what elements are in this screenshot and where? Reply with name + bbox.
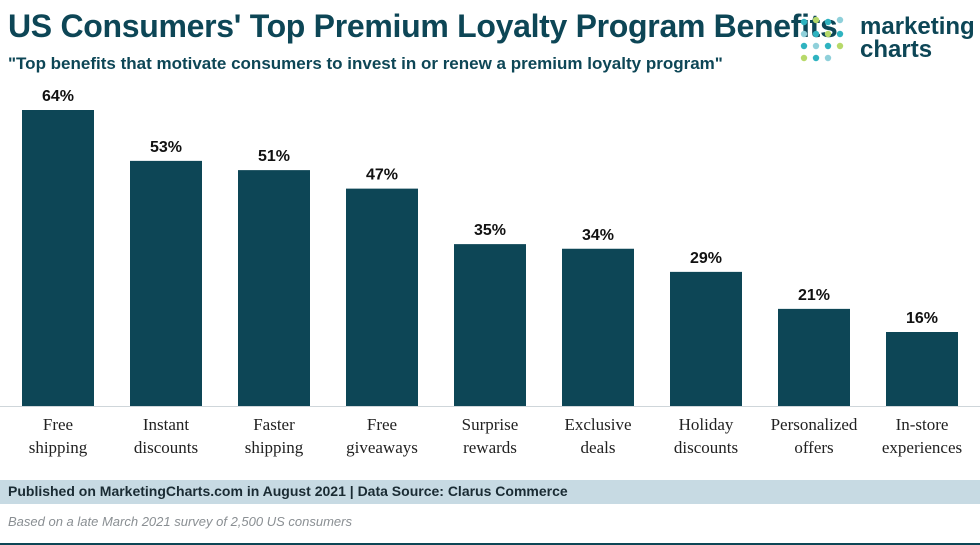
category-label-6: Holiday discounts [674,415,738,457]
logo-text-line1: marketing [860,13,975,40]
category-label-2: Faster shipping [245,415,304,457]
bar-0 [22,110,94,406]
value-label-5: 34% [582,227,614,244]
value-label-8: 16% [906,310,938,327]
bar-3 [346,188,418,406]
marketingcharts-logo: marketing charts [798,14,975,64]
logo-text: marketing charts [860,13,975,63]
category-label-0: Free shipping [29,415,88,457]
bar-4 [454,244,526,406]
value-label-4: 35% [474,222,506,239]
logo-text-line2: charts [860,36,933,63]
bar-1 [130,160,202,406]
category-label-7: Personalized offers [771,415,858,457]
value-label-3: 47% [366,167,398,184]
chart-subtitle: "Top benefits that motivate consumers to… [8,54,723,73]
value-label-6: 29% [690,250,722,267]
bottom-rule [0,543,980,545]
value-label-2: 51% [258,148,290,165]
value-label-0: 64% [42,88,74,105]
bar-2 [238,170,310,406]
category-label-5: Exclusive deals [564,415,631,457]
bar-6 [670,271,742,406]
category-label-1: Instant discounts [134,415,198,457]
category-label-4: Surprise rewards [462,415,519,457]
footer-source-bar: Published on MarketingCharts.com in Augu… [0,480,980,504]
category-label-8: In-store experiences [882,415,962,457]
footer-source: Published on MarketingCharts.com in Augu… [8,483,568,499]
category-label-3: Free giveaways [346,415,418,457]
bar-7 [778,308,850,406]
bar-5 [562,248,634,406]
logo-dots-icon [800,16,844,62]
value-label-1: 53% [150,139,182,156]
bar-chart: 64% Free shipping 53% Instant discounts 51% Fas… [0,88,980,457]
value-label-7: 21% [798,287,830,304]
chart-title: US Consumers' Top Premium Loyalty Progra… [8,8,838,44]
bar-8 [886,332,958,406]
footer-note: Based on a late March 2021 survey of 2,5… [8,514,352,529]
